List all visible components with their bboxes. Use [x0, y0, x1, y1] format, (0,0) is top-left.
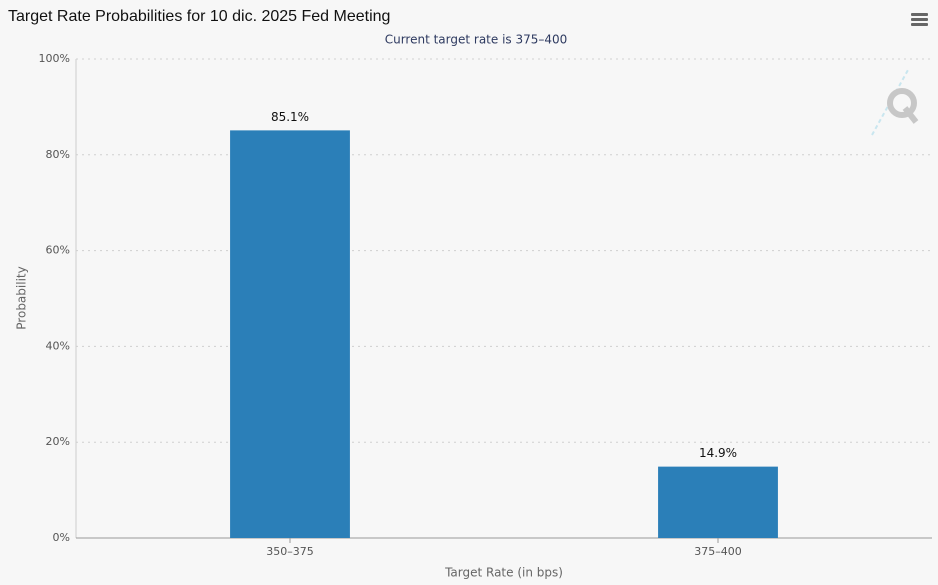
chart-subtitle: Current target rate is 375–400 [385, 33, 568, 47]
chart-title: Target Rate Probabilities for 10 dic. 20… [8, 8, 390, 25]
y-tick-label: 100% [39, 52, 70, 65]
watermark [871, 69, 919, 136]
bar [658, 466, 778, 538]
menu-bar [911, 23, 928, 26]
x-tick-label: 350–375 [266, 545, 314, 558]
y-tick-label: 0% [53, 531, 70, 544]
x-axis-label: Target Rate (in bps) [444, 566, 563, 580]
bar [230, 130, 350, 538]
watermark-q-tail [902, 106, 919, 124]
x-tick-label: 375–400 [694, 545, 742, 558]
data-label: 14.9% [699, 446, 737, 460]
menu-button[interactable] [911, 13, 928, 26]
data-label: 85.1% [271, 110, 309, 124]
y-axis-label: Probability [15, 266, 29, 329]
y-tick-label: 60% [46, 244, 70, 257]
menu-bar [911, 13, 928, 16]
y-tick-label: 80% [46, 148, 70, 161]
watermark-q [887, 88, 917, 118]
y-tick-label: 20% [46, 435, 70, 448]
menu-bar [911, 18, 928, 21]
y-tick-label: 40% [46, 339, 70, 352]
